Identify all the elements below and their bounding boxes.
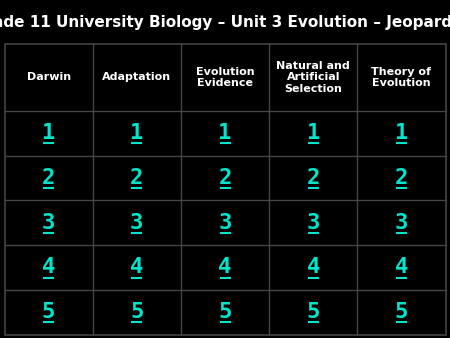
Text: 2: 2	[42, 168, 55, 188]
Text: 1: 1	[130, 123, 144, 143]
Text: Theory of
Evolution: Theory of Evolution	[371, 67, 432, 88]
Text: 1: 1	[218, 123, 232, 143]
Text: 4: 4	[42, 258, 55, 277]
Text: 5: 5	[218, 302, 232, 322]
Text: Grade 11 University Biology – Unit 3 Evolution – Jeopardy 1: Grade 11 University Biology – Unit 3 Evo…	[0, 15, 450, 30]
Text: 3: 3	[395, 213, 408, 233]
Text: 1: 1	[42, 123, 55, 143]
Text: 3: 3	[218, 213, 232, 233]
Text: 2: 2	[306, 168, 320, 188]
Text: 4: 4	[218, 258, 232, 277]
Text: 3: 3	[130, 213, 144, 233]
Text: Evolution
Evidence: Evolution Evidence	[196, 67, 254, 88]
Text: 4: 4	[395, 258, 408, 277]
Text: 3: 3	[306, 213, 320, 233]
Text: 5: 5	[306, 302, 320, 322]
Text: 1: 1	[306, 123, 320, 143]
Text: 5: 5	[395, 302, 408, 322]
Text: 2: 2	[218, 168, 232, 188]
Text: Adaptation: Adaptation	[102, 72, 171, 82]
Text: 2: 2	[395, 168, 408, 188]
Text: 4: 4	[130, 258, 144, 277]
Text: 5: 5	[42, 302, 55, 322]
Text: 5: 5	[130, 302, 144, 322]
Text: Natural and
Artificial
Selection: Natural and Artificial Selection	[276, 61, 350, 94]
Text: 3: 3	[42, 213, 55, 233]
Text: 4: 4	[306, 258, 320, 277]
Text: 1: 1	[395, 123, 408, 143]
Text: 2: 2	[130, 168, 144, 188]
Text: Darwin: Darwin	[27, 72, 71, 82]
